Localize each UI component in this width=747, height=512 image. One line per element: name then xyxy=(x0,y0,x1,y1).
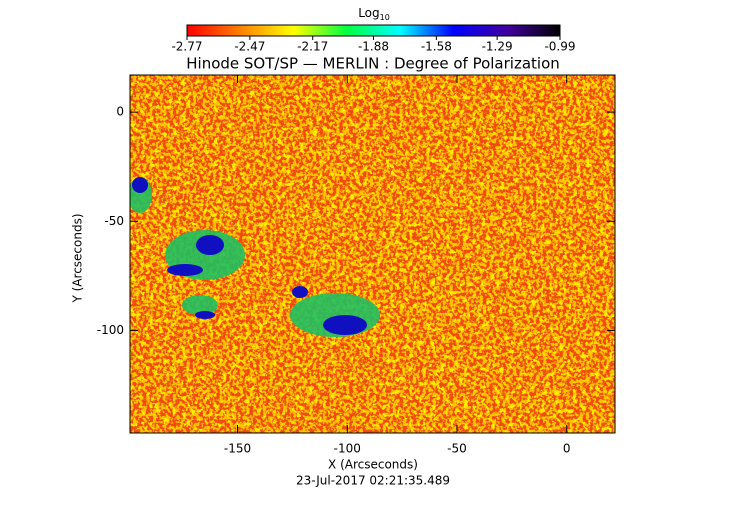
colorbar-label-sub: 10 xyxy=(380,13,390,22)
colorbar-tick-label: -1.88 xyxy=(358,40,389,54)
colorbar xyxy=(186,24,561,37)
chart-title: Hinode SOT/SP — MERLIN : Degree of Polar… xyxy=(186,55,560,73)
heatmap-texture xyxy=(130,75,615,433)
x-tick-label: -50 xyxy=(447,442,467,456)
colorbar-tick-label: -2.77 xyxy=(171,40,202,54)
y-tick-label: -50 xyxy=(104,214,124,228)
plot-frame xyxy=(129,74,616,434)
y-tick-label: -100 xyxy=(97,323,124,337)
y-tick-label: 0 xyxy=(116,105,124,119)
x-axis-label: X (Arcseconds) xyxy=(328,458,418,472)
colorbar-tick-label: -2.17 xyxy=(297,40,328,54)
colorbar-tick-label: -1.58 xyxy=(421,40,452,54)
colorbar-tick-label: -0.99 xyxy=(544,40,575,54)
x-tick-label: 0 xyxy=(563,442,571,456)
y-axis-label: Y (Arcseconds) xyxy=(71,213,85,303)
colorbar-tick-label: -1.29 xyxy=(482,40,513,54)
colorbar-label: Log10 xyxy=(358,6,390,22)
x-tick-label: -100 xyxy=(334,442,361,456)
date-label: 23-Jul-2017 02:21:35.489 xyxy=(296,474,450,488)
x-tick-label: -150 xyxy=(224,442,251,456)
colorbar-label-text: Log xyxy=(358,6,379,20)
colorbar-tick-label: -2.47 xyxy=(234,40,265,54)
